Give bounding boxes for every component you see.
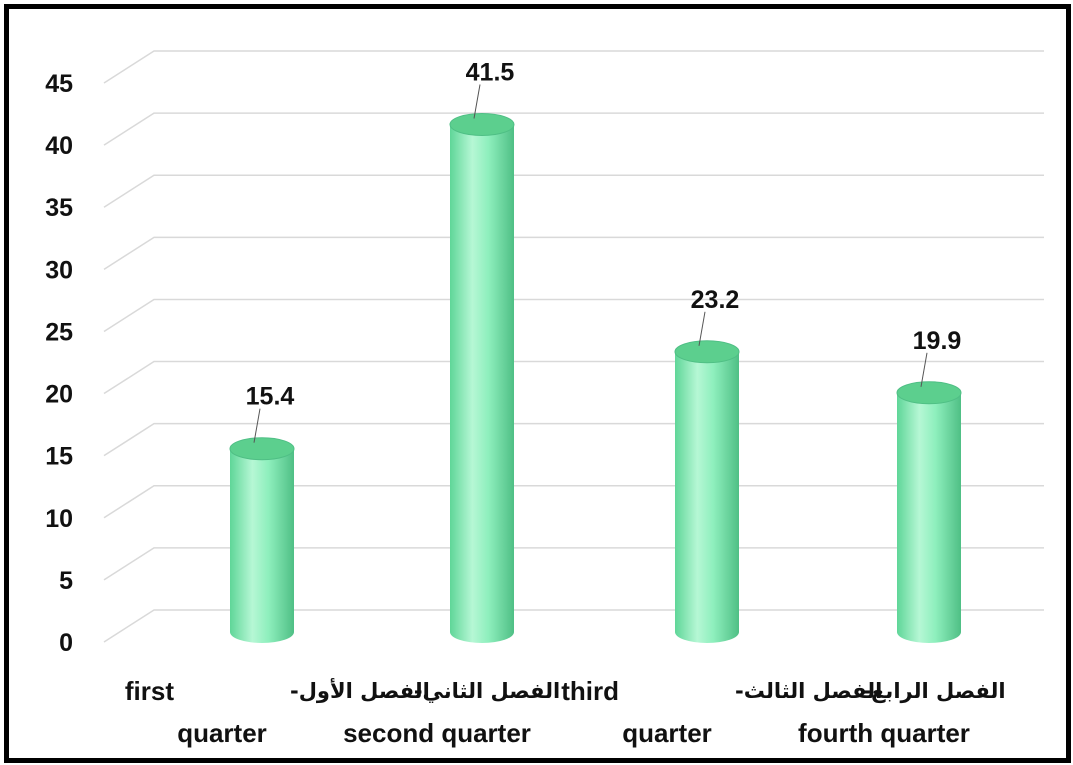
bar-body-2	[450, 124, 514, 643]
bar-top-2	[449, 112, 515, 136]
bar-body-4	[897, 392, 961, 643]
gridline-10	[103, 485, 1044, 519]
y-tick-label-25: 25	[45, 318, 73, 346]
bar-body-1	[230, 448, 294, 643]
category-label-3: third الفصل الثالث-quarter	[561, 676, 882, 748]
grid-lines	[103, 50, 1044, 643]
category-ar-1: الفصل الأول-	[290, 677, 430, 703]
category-en-line2-4: fourth quarter	[798, 718, 970, 748]
gridline-35	[103, 174, 1044, 208]
category-label-1: first الفصل الأول-quarter	[125, 676, 430, 748]
gridline-0	[103, 609, 1044, 643]
bar-top-4	[896, 381, 962, 405]
chart-frame: 0 5 10 15 20 25 30 35 40 45 15.4 41.5 23.2 19.9 firs…	[4, 4, 1071, 763]
category-label-4: الفصل الرابع-fourth quarter	[798, 679, 1006, 748]
gridline-15	[103, 422, 1044, 457]
category-ar-4: الفصل الرابع-	[862, 679, 1005, 703]
leader-line-3	[698, 311, 706, 346]
category-en-line2-3: quarter	[622, 718, 712, 748]
y-tick-label-0: 0	[59, 629, 73, 657]
bar-3	[674, 340, 740, 643]
bar-1	[229, 437, 295, 643]
data-label-3: 23.2	[691, 286, 740, 314]
y-tick-label-45: 45	[45, 70, 73, 98]
y-tick-label-20: 20	[45, 381, 73, 409]
y-tick-label-35: 35	[45, 194, 73, 222]
y-tick-label-5: 5	[59, 567, 73, 595]
gridline-30	[103, 236, 1044, 270]
gridline-40	[103, 112, 1044, 146]
data-labels: 15.4 41.5 23.2 19.9	[246, 58, 962, 443]
y-tick-label-30: 30	[45, 256, 73, 284]
gridline-20	[103, 360, 1044, 395]
leader-line-1	[253, 408, 261, 443]
bar-top-1	[229, 437, 295, 461]
bar-4	[896, 381, 962, 643]
data-label-4: 19.9	[913, 327, 962, 355]
y-tick-label-15: 15	[45, 443, 73, 471]
category-en-line1-3: third	[561, 676, 619, 706]
leader-line-2	[473, 84, 481, 119]
category-label-2: الفصل الثاني-second quarter	[343, 679, 560, 748]
gridline-25	[103, 298, 1044, 333]
y-tick-label-40: 40	[45, 132, 73, 160]
y-tick-label-10: 10	[45, 505, 73, 533]
gridline-45	[103, 50, 1044, 84]
gridline-5	[103, 547, 1044, 581]
data-label-2: 41.5	[466, 58, 515, 86]
quarterly-bar-chart: 0 5 10 15 20 25 30 35 40 45 15.4 41.5 23.2 19.9 firs…	[45, 50, 1044, 748]
data-label-1: 15.4	[246, 383, 295, 411]
category-labels: first الفصل الأول-quarter الفصل الثاني-sec…	[125, 676, 1006, 748]
category-en-line1-1: first	[125, 676, 174, 706]
y-axis: 0 5 10 15 20 25 30 35 40 45	[45, 70, 73, 657]
category-ar-3: الفصل الثالث-	[735, 679, 882, 703]
category-en-line2-2: second quarter	[343, 718, 531, 748]
bar-2	[449, 112, 515, 643]
bars	[229, 112, 962, 643]
category-en-line2-1: quarter	[177, 718, 267, 748]
leader-line-4	[920, 352, 928, 387]
category-ar-2: الفصل الثاني-	[414, 679, 560, 703]
bar-top-3	[674, 340, 740, 364]
bar-body-3	[675, 351, 739, 643]
